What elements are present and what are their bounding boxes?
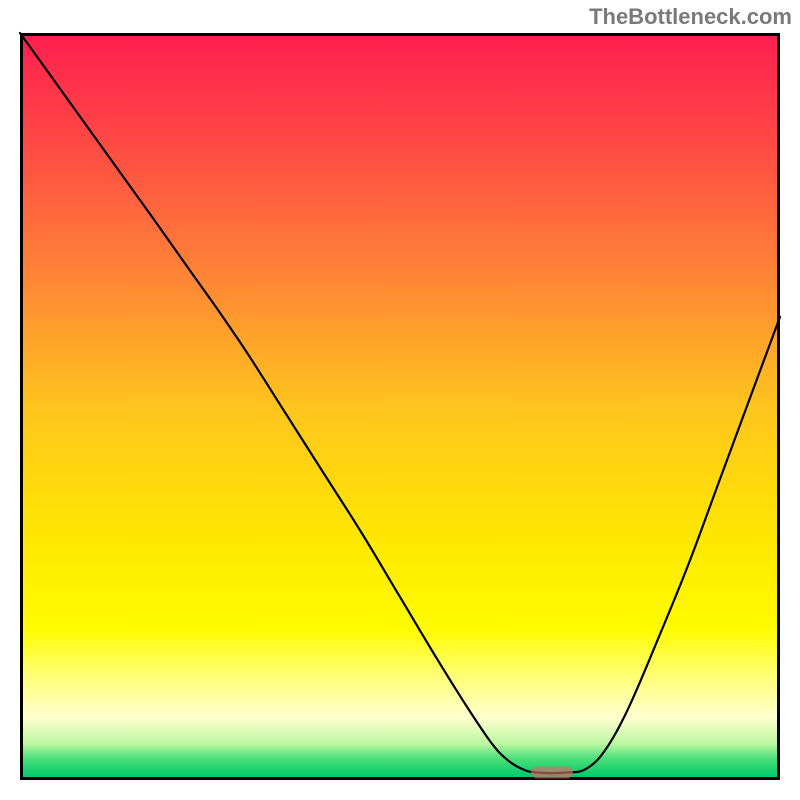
watermark-text: TheBottleneck.com (589, 4, 792, 30)
plot-area (20, 33, 780, 780)
chart-container: TheBottleneck.com (0, 0, 800, 800)
